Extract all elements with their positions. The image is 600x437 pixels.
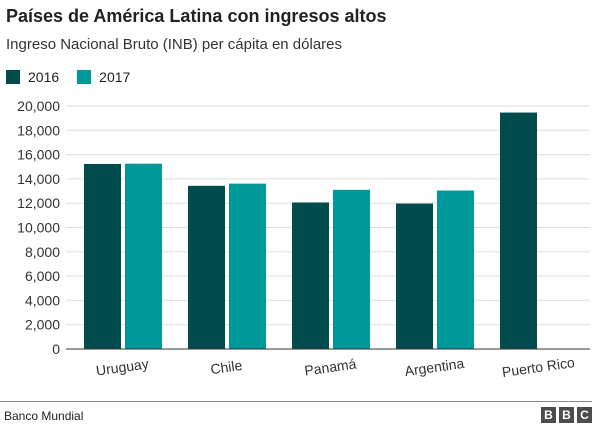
x-tick-label: Uruguay bbox=[95, 355, 150, 378]
chart-subtitle: Ingreso Nacional Bruto (INB) per cápita … bbox=[6, 36, 343, 53]
bar-2017-3 bbox=[437, 190, 474, 349]
x-tick-label: Puerto Rico bbox=[501, 354, 576, 380]
y-tick-label: 8,000 bbox=[25, 244, 60, 260]
y-tick-label: 14,000 bbox=[17, 171, 60, 187]
bbc-logo-letter: B bbox=[559, 407, 574, 423]
bar-2016-1 bbox=[188, 185, 225, 349]
bar-2016-3 bbox=[396, 203, 433, 349]
legend-item-2016: 2016 bbox=[6, 69, 59, 85]
bar-2017-2 bbox=[333, 189, 370, 349]
y-tick-label: 16,000 bbox=[17, 147, 60, 163]
bbc-logo-letter: C bbox=[577, 407, 592, 423]
chart-title: Países de América Latina con ingresos al… bbox=[6, 6, 387, 26]
y-tick-label: 4,000 bbox=[25, 292, 60, 308]
y-tick-label: 6,000 bbox=[25, 268, 60, 284]
y-tick-label: 2,000 bbox=[25, 317, 60, 333]
source-label: Banco Mundial bbox=[4, 409, 84, 423]
bar-2016-2 bbox=[292, 202, 329, 349]
legend-swatch-2016 bbox=[6, 70, 20, 84]
legend-label-2017: 2017 bbox=[99, 69, 131, 85]
bar-2017-1 bbox=[229, 183, 266, 349]
bar-2016-0 bbox=[84, 163, 121, 349]
y-tick-label: 12,000 bbox=[17, 195, 60, 211]
bar-2017-0 bbox=[125, 163, 162, 349]
legend: 2016 2017 bbox=[6, 69, 148, 85]
bar-chart: 0 2,000 4,000 6,000 8,000 10,000 12,000 14,000 1… bbox=[17, 98, 590, 380]
legend-item-2017: 2017 bbox=[77, 69, 130, 85]
bar-2016-4 bbox=[500, 112, 537, 349]
x-tick-label: Panamá bbox=[303, 355, 357, 378]
x-tick-label: Chile bbox=[209, 357, 243, 377]
x-tick-label: Argentina bbox=[404, 355, 466, 379]
legend-swatch-2017 bbox=[77, 70, 92, 84]
y-tick-label: 20,000 bbox=[17, 98, 60, 114]
y-tick-label: 18,000 bbox=[17, 122, 60, 138]
bbc-logo: B B C bbox=[538, 407, 592, 423]
footer-divider bbox=[0, 401, 592, 402]
bbc-logo-letter: B bbox=[541, 407, 556, 423]
y-tick-label: 10,000 bbox=[17, 220, 60, 236]
legend-label-2016: 2016 bbox=[28, 69, 60, 85]
y-tick-label: 0 bbox=[52, 341, 60, 357]
